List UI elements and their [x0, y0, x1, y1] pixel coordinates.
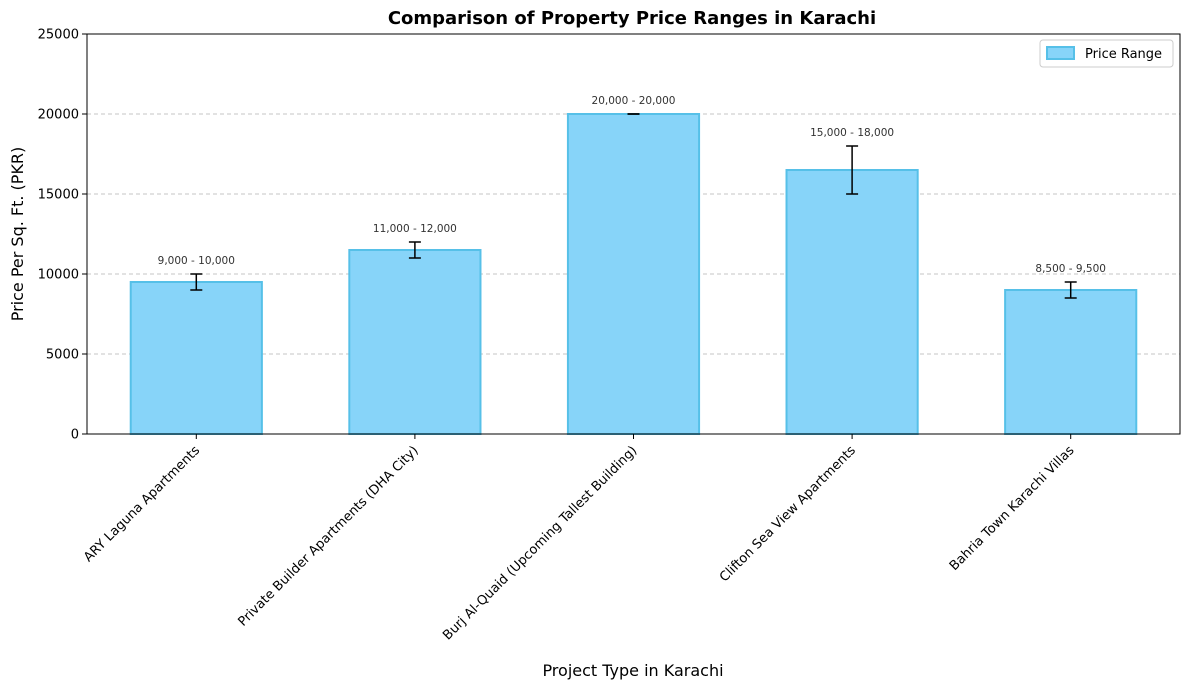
chart-title: Comparison of Property Price Ranges in K…: [388, 8, 876, 29]
bar: [348, 249, 482, 435]
bar: [785, 169, 919, 435]
data-label: 8,500 - 9,500: [1035, 263, 1106, 275]
bars: [129, 113, 1138, 435]
x-tick-label: Bahria Town Karachi Villas: [947, 443, 1078, 574]
legend-label: Price Range: [1085, 47, 1162, 62]
x-tick-label: Private Builder Apartments (DHA City): [235, 443, 421, 629]
x-axis-title: Project Type in Karachi: [542, 661, 723, 680]
x-tick-label: Clifton Sea View Apartments: [717, 443, 859, 585]
data-label: 9,000 - 10,000: [158, 255, 235, 267]
y-tick-label: 20000: [38, 108, 79, 123]
data-label: 15,000 - 18,000: [810, 127, 894, 139]
y-tick-label: 15000: [38, 188, 79, 203]
data-labels: 9,000 - 10,000 11,000 - 12,000 20,000 - 20…: [158, 95, 1106, 275]
y-tick-label: 10000: [38, 268, 79, 283]
bar: [1004, 289, 1138, 435]
y-tick-label: 25000: [38, 28, 79, 43]
data-label: 20,000 - 20,000: [592, 95, 676, 107]
y-axis: 0 5000 10000 15000 20000 25000: [38, 28, 87, 443]
x-tick-label: Burj Al-Quaid (Upcoming Tallest Building…: [440, 443, 640, 643]
error-bars: [190, 113, 1077, 299]
y-axis-title: Price Per Sq. Ft. (PKR): [8, 147, 27, 322]
data-label: 11,000 - 12,000: [373, 223, 457, 235]
bar: [566, 113, 701, 435]
x-axis: ARY Laguna Apartments Private Builder Apa…: [81, 434, 1078, 643]
bar: [129, 281, 263, 435]
y-tick-label: 5000: [46, 348, 79, 363]
x-tick-label: ARY Laguna Apartments: [81, 443, 203, 565]
legend-swatch: [1046, 46, 1075, 60]
y-tick-label: 0: [71, 428, 79, 443]
legend: Price Range: [1039, 39, 1174, 68]
